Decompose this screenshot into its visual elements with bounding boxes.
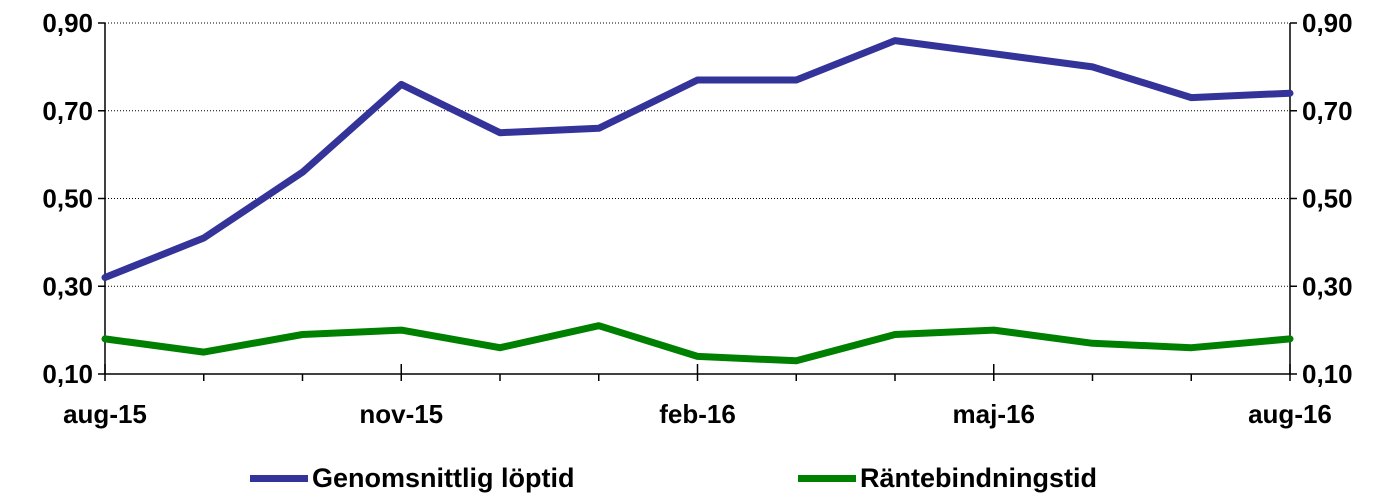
x-tick-label: maj-16 <box>953 399 1035 429</box>
x-tick-label: nov-15 <box>359 399 443 429</box>
series-line-1 <box>101 37 1294 281</box>
y-tick-label-left: 0,50 <box>42 184 93 214</box>
legend-label-series-2: Räntebindningstid <box>860 462 1097 493</box>
y-tick-label-right: 0,90 <box>1302 8 1353 38</box>
y-tick-label-right: 0,70 <box>1302 96 1353 126</box>
legend-label-series-1: Genomsnittlig löptid <box>312 462 575 493</box>
gridlines <box>105 22 1290 287</box>
y-tick-label-right: 0,10 <box>1302 359 1353 389</box>
x-tick-label: aug-16 <box>1248 399 1332 429</box>
legend-swatch-series-2 <box>798 474 856 482</box>
y-axis-right-labels: 0,10 0,30 0,50 0,70 0,90 <box>1302 8 1353 389</box>
y-tick-label-right: 0,50 <box>1302 184 1353 214</box>
y-tick-label-left: 0,90 <box>42 8 93 38</box>
legend-item-series-2: Räntebindningstid <box>798 458 1097 498</box>
y-tick-label-left: 0,70 <box>42 96 93 126</box>
axes <box>98 22 1297 381</box>
legend-item-series-1: Genomsnittlig löptid <box>250 458 574 498</box>
legend-swatch-series-1 <box>250 474 308 482</box>
data-series <box>101 37 1294 365</box>
series-line-2 <box>101 322 1294 365</box>
y-tick-label-left: 0,30 <box>42 271 93 301</box>
y-axis-left-labels: 0,10 0,30 0,50 0,70 0,90 <box>42 8 93 389</box>
x-tick-label: feb-16 <box>659 399 736 429</box>
x-axis-labels: aug-15 nov-15 feb-16 maj-16 aug-16 <box>63 399 1332 429</box>
y-tick-label-left: 0,10 <box>42 359 93 389</box>
legend: Genomsnittlig löptid Räntebindningstid <box>0 458 1385 498</box>
x-tick-label: aug-15 <box>63 399 147 429</box>
y-tick-label-right: 0,30 <box>1302 271 1353 301</box>
